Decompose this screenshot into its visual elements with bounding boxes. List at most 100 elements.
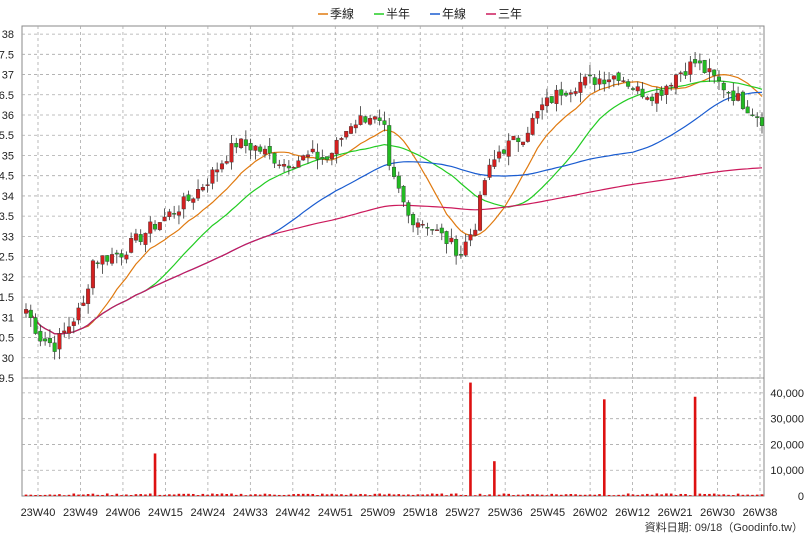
ma-line <box>25 167 763 335</box>
volume-bar <box>493 461 496 496</box>
volume-bar <box>39 495 42 496</box>
candle-body <box>148 221 153 234</box>
candle-body <box>310 148 315 153</box>
candle-body <box>506 140 511 157</box>
candle-body <box>435 229 440 231</box>
volume-bar <box>301 493 305 496</box>
price-tick-label: 34.5 <box>0 171 14 183</box>
volume-bar <box>488 494 491 496</box>
candle-body <box>186 194 191 201</box>
price-tick-label: 33.5 <box>0 211 14 223</box>
volume-bar <box>244 495 248 496</box>
candle-body <box>119 253 124 258</box>
volume-bar <box>215 494 219 496</box>
time-tick-label: 25W27 <box>445 507 480 519</box>
volume-bar <box>641 494 644 496</box>
candle-body <box>272 152 277 164</box>
candle-body <box>544 97 549 107</box>
volume-bar <box>230 493 233 496</box>
candle-body <box>24 309 29 314</box>
volume-bar <box>368 495 372 496</box>
candle-body <box>358 115 363 125</box>
volume-bar <box>669 493 673 496</box>
candle-body <box>688 61 693 75</box>
candle-body <box>291 167 296 169</box>
candle-body <box>52 342 57 352</box>
candle-body <box>564 92 569 96</box>
candle-body <box>597 78 602 85</box>
candle-body <box>693 59 698 64</box>
candle-body <box>320 156 325 160</box>
candle-body <box>229 143 234 163</box>
time-tick-label: 26W12 <box>615 507 650 519</box>
price-tick-label: 36 <box>2 110 14 122</box>
candle-body <box>81 302 86 306</box>
volume-bar <box>282 494 286 496</box>
volume-bar <box>665 493 668 496</box>
candle-body <box>492 159 497 167</box>
candle-body <box>176 211 181 216</box>
time-tick-label: 23W40 <box>21 507 56 519</box>
volume-bar <box>105 493 109 496</box>
candle-body <box>607 79 612 83</box>
volume-bar <box>268 494 272 496</box>
candle-body <box>578 81 583 93</box>
volume-bar <box>354 494 358 496</box>
volume-tick-label: 30,000 <box>770 414 804 426</box>
price-tick-label: 32.5 <box>0 252 14 264</box>
candle-body <box>454 239 459 256</box>
volume-bar <box>727 494 730 496</box>
volume-bar <box>751 494 754 496</box>
volume-bar <box>430 493 434 496</box>
candle-body <box>387 125 392 166</box>
volume-bar <box>555 494 558 496</box>
candle-body <box>669 84 674 87</box>
volume-bar <box>626 493 630 496</box>
chart-legend: 季線 半年 年線 三年 <box>318 6 522 21</box>
volume-bar <box>86 494 90 496</box>
volume-bar <box>598 494 601 496</box>
volume-bar <box>254 494 257 496</box>
candle-body <box>587 74 592 77</box>
volume-bar <box>760 494 764 496</box>
candle-body <box>568 92 573 95</box>
candle-body <box>745 106 750 114</box>
candle-body <box>67 326 72 334</box>
volume-bar <box>201 493 205 496</box>
candle-body <box>750 114 755 117</box>
volume-bar <box>698 493 702 496</box>
candle-body <box>411 214 416 226</box>
time-tick-label: 24W06 <box>106 507 141 519</box>
volume-bar <box>129 495 133 496</box>
candle-body <box>521 141 526 145</box>
candle-body <box>181 196 186 210</box>
volume-bar <box>416 494 420 496</box>
candle-body <box>415 222 420 228</box>
candle-body <box>516 137 521 143</box>
price-tick-label: 30 <box>2 353 14 365</box>
candle-body <box>100 255 105 265</box>
volume-axis: 40,000 30,000 20,000 10,000 0 <box>770 388 804 503</box>
volume-bar <box>502 493 506 496</box>
candle-body <box>215 169 220 173</box>
volume-bar <box>187 493 190 496</box>
time-tick-label: 26W21 <box>658 507 693 519</box>
volume-bar <box>148 493 152 496</box>
volume-bar <box>631 494 635 496</box>
volume-bar <box>43 494 47 496</box>
time-tick-label: 24W24 <box>190 507 225 519</box>
volume-bar <box>397 494 401 496</box>
volume-bar <box>746 494 749 496</box>
volume-bar <box>211 493 214 496</box>
volume-bar <box>574 494 577 496</box>
volume-bar <box>440 493 444 496</box>
volume-bar <box>473 495 477 496</box>
candle-body <box>28 309 33 318</box>
candle-body <box>382 120 387 125</box>
candle-body <box>549 96 554 103</box>
time-tick-label: 26W38 <box>743 507 778 519</box>
candle-body <box>296 160 301 168</box>
candle-body <box>38 330 43 342</box>
volume-bar <box>450 493 453 496</box>
price-tick-label: 31.5 <box>0 292 14 304</box>
